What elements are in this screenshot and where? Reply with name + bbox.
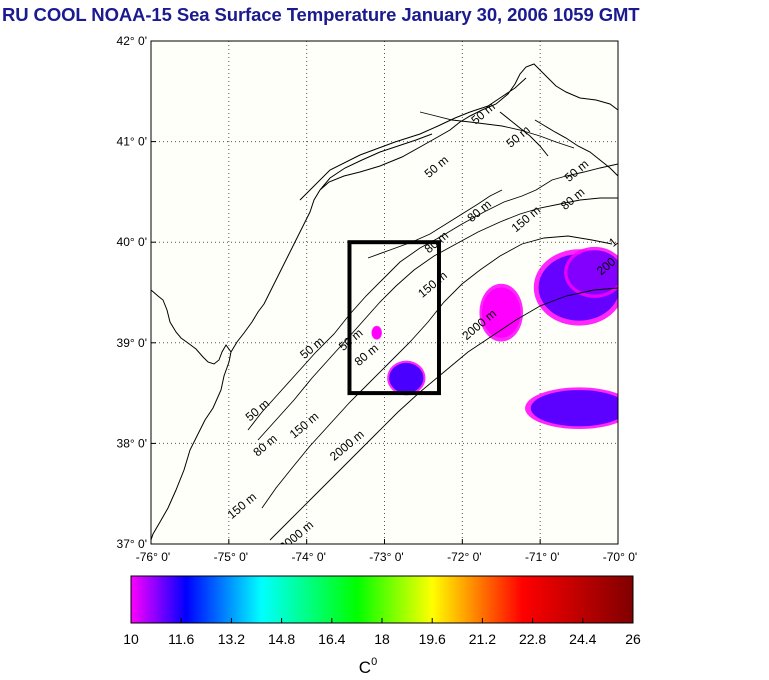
lon-tick-label: -74° 0' [291,550,325,564]
colorbar-unit-label: C0 [359,656,377,677]
sst-patch [530,390,618,427]
lat-tick-label: 41° 0' [117,135,147,149]
colorbar-unit-superscript: 0 [371,656,377,668]
sst-patch [567,250,618,295]
colorbar-tick-label: 18 [374,631,390,647]
colorbar-tick-label: 26 [625,631,641,647]
colorbar-tick-label: 14.8 [268,631,295,647]
lat-tick-label: 40° 0' [117,235,147,249]
colorbar-tick-label: 21.2 [469,631,496,647]
colorbar-tick-label: 22.8 [519,631,546,647]
lon-tick-label: -76° 0' [136,550,170,564]
coastline [151,63,618,541]
latitude-axis: 37° 0' 38° 0' 39° 0' 40° 0' 41° 0' 42° 0' [117,34,156,551]
sst-patches [371,246,618,430]
study-area-box [347,240,441,396]
colorbar-tick-label: 11.6 [168,631,194,647]
colorbar [130,575,634,624]
lat-tick-label: 39° 0' [117,336,147,350]
sst-patch [481,287,521,338]
sst-patch [372,326,382,339]
sst-patch [389,362,424,394]
lat-tick-label: 38° 0' [117,436,147,450]
lon-tick-label: -72° 0' [447,550,481,564]
longitude-axis: -76° 0' -75° 0' -74° 0' -73° 0' -72° 0' -71° … [136,539,637,564]
colorbar-tick-label: 10 [123,631,139,647]
contour-label: 1 [606,234,620,249]
lat-tick-label: 42° 0' [117,34,147,48]
lat-tick-label: 37° 0' [117,537,147,551]
colorbar-tick-label: 24.4 [569,631,596,647]
colorbar-tick-label: 16.4 [318,631,345,647]
colorbar-tick-label: 19.6 [419,631,446,647]
lon-tick-label: -70° 0' [603,550,637,564]
colorbar-ticks: 10 11.6 13.2 14.8 16.4 18 19.6 21.2 22.8 24.4 26 [123,618,641,647]
map-title: RU COOL NOAA-15 Sea Surface Temperature … [2,4,640,25]
colorbar-tick-label: 13.2 [218,631,245,647]
lon-tick-label: -73° 0' [369,550,403,564]
lon-tick-label: -71° 0' [525,550,559,564]
lon-tick-label: -75° 0' [214,550,248,564]
